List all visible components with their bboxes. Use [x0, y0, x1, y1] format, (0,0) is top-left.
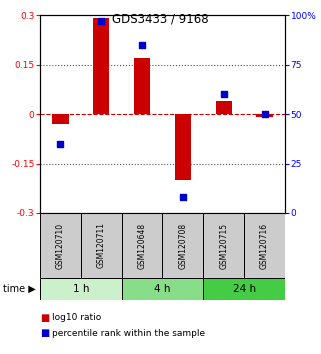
- Bar: [40, 213, 81, 278]
- Text: ■: ■: [40, 313, 49, 323]
- Bar: [244, 213, 285, 278]
- Point: [180, 194, 186, 200]
- Bar: [81, 213, 122, 278]
- Bar: [162, 213, 203, 278]
- Text: GSM120708: GSM120708: [178, 222, 187, 269]
- Text: percentile rank within the sample: percentile rank within the sample: [52, 329, 205, 337]
- Text: 4 h: 4 h: [154, 284, 171, 294]
- Bar: [93, 18, 109, 114]
- Text: 1 h: 1 h: [73, 284, 89, 294]
- Text: GSM120648: GSM120648: [138, 222, 147, 269]
- Bar: [203, 278, 285, 300]
- Bar: [40, 278, 122, 300]
- Bar: [134, 58, 150, 114]
- Bar: [203, 213, 244, 278]
- Point: [58, 141, 63, 147]
- Text: GSM120715: GSM120715: [219, 222, 228, 269]
- Text: time ▶: time ▶: [3, 284, 36, 294]
- Text: 24 h: 24 h: [233, 284, 256, 294]
- Bar: [256, 114, 273, 117]
- Bar: [216, 101, 232, 114]
- Point: [221, 91, 226, 97]
- Text: GSM120716: GSM120716: [260, 222, 269, 269]
- Bar: [122, 278, 203, 300]
- Point: [262, 111, 267, 117]
- Bar: [122, 213, 162, 278]
- Bar: [52, 114, 69, 124]
- Text: GSM120711: GSM120711: [97, 223, 106, 268]
- Point: [99, 18, 104, 24]
- Point: [140, 42, 145, 47]
- Text: ■: ■: [40, 328, 49, 338]
- Bar: [175, 114, 191, 180]
- Text: GDS3433 / 9168: GDS3433 / 9168: [112, 12, 209, 25]
- Text: GSM120710: GSM120710: [56, 222, 65, 269]
- Text: log10 ratio: log10 ratio: [52, 314, 101, 322]
